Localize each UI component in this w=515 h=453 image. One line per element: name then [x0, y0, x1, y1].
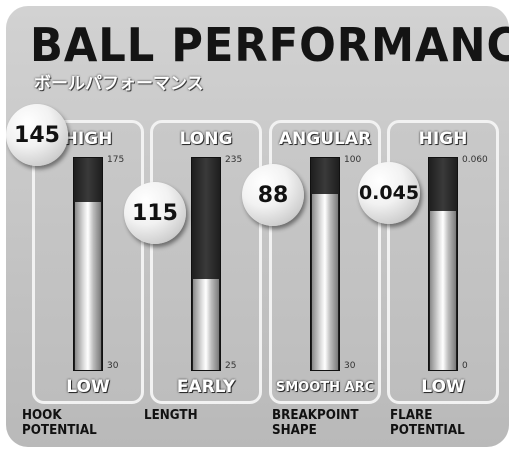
meter-bottom-label: LOW — [421, 377, 465, 397]
meter-top-label: LONG — [179, 129, 233, 149]
meter-max-label: 235 — [225, 155, 243, 165]
meter-max-label: 100 — [344, 155, 362, 165]
caption-line: BREAKPOINT — [272, 408, 359, 423]
meter-top-label: ANGULAR — [278, 129, 372, 149]
meter-track — [310, 157, 340, 371]
value-bubble-hook: 145 — [6, 104, 68, 166]
meter-fill — [75, 201, 101, 370]
meter-min-label: 30 — [107, 361, 119, 371]
caption-line: SHAPE — [272, 423, 317, 438]
ball-performance-panel: BALL PERFORMANCE ボールパフォーマンス HIGH 175 30 … — [6, 6, 509, 447]
meter-flare-potential: HIGH 0.060 0 LOW — [387, 120, 499, 404]
value-bubble-breakpoint: 88 — [242, 164, 304, 226]
value-bubble-flare: 0.045 — [358, 162, 420, 224]
caption-line: POTENTIAL — [22, 423, 97, 438]
caption-line: FLARE — [390, 408, 433, 423]
meter-min-label: 0 — [462, 361, 468, 371]
meter-top-label: HIGH — [418, 129, 468, 149]
meter-bottom-label: EARLY — [176, 377, 236, 397]
meter-top-label: HIGH — [63, 129, 113, 149]
caption-length: LENGTH — [144, 408, 198, 423]
caption-line: LENGTH — [144, 408, 198, 423]
page-subtitle: ボールパフォーマンス — [34, 74, 204, 94]
page-title: BALL PERFORMANCE — [30, 18, 509, 72]
meter-max-label: 175 — [107, 155, 125, 165]
meter-track — [73, 157, 103, 371]
meter-min-label: 25 — [225, 361, 237, 371]
caption-line: HOOK — [22, 408, 62, 423]
meter-bottom-label: LOW — [66, 377, 110, 397]
caption-breakpoint-shape: BREAKPOINT SHAPE — [272, 408, 359, 438]
caption-hook-potential: HOOK POTENTIAL — [22, 408, 97, 438]
meter-hook-potential: HIGH 175 30 LOW — [32, 120, 144, 404]
meter-min-label: 30 — [344, 361, 356, 371]
meter-fill — [312, 194, 338, 370]
value-bubble-length: 115 — [124, 182, 186, 244]
caption-line: POTENTIAL — [390, 423, 465, 438]
meter-breakpoint-shape: ANGULAR 100 30 SMOOTH ARC — [269, 120, 381, 404]
meter-track — [191, 157, 221, 371]
meter-fill — [193, 279, 219, 370]
meter-fill — [430, 211, 456, 370]
meter-bottom-label: SMOOTH ARC — [275, 380, 375, 395]
caption-flare-potential: FLARE POTENTIAL — [390, 408, 465, 438]
meter-track — [428, 157, 458, 371]
meter-max-label: 0.060 — [462, 155, 488, 165]
meter-length: LONG 235 25 EARLY — [150, 120, 262, 404]
